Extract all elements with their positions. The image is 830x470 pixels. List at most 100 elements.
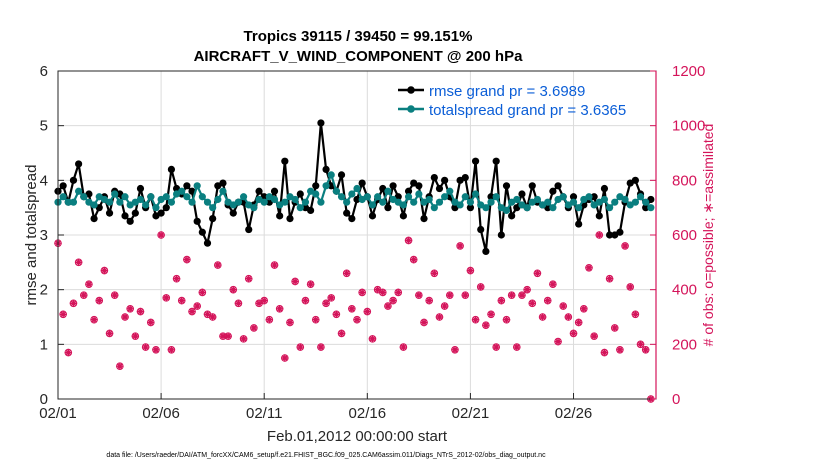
totalspread-point xyxy=(337,193,346,201)
rmse-point xyxy=(343,209,351,217)
obs-assimilated-marker xyxy=(518,291,526,299)
y-tick-label: 3 xyxy=(40,227,48,244)
totalspread-point xyxy=(121,193,129,201)
totalspread-point xyxy=(631,198,639,206)
y-tick-label: 2 xyxy=(40,282,48,299)
rmse-point xyxy=(441,176,449,184)
totalspread-point xyxy=(270,195,279,204)
totalspread-point xyxy=(178,187,186,195)
obs-assimilated-marker xyxy=(317,343,325,351)
rmse-point xyxy=(126,217,134,225)
rmse-point xyxy=(105,209,114,217)
totalspread-point xyxy=(327,171,335,179)
totalspread-point xyxy=(80,193,88,201)
obs-assimilated-marker xyxy=(528,299,536,307)
obs-assimilated-marker xyxy=(374,286,382,294)
obs-assimilated-marker xyxy=(441,302,449,310)
totalspread-point xyxy=(348,190,356,198)
rmse-point xyxy=(307,206,315,214)
obs-assimilated-marker xyxy=(136,307,145,316)
obs-assimilated-marker xyxy=(626,283,634,291)
obs-assimilated-marker xyxy=(167,346,176,354)
totalspread-point xyxy=(343,198,351,206)
rmse-point xyxy=(575,220,583,228)
totalspread-point xyxy=(513,195,521,204)
obs-assimilated-marker xyxy=(286,318,294,327)
obs-assimilated-marker xyxy=(126,305,134,313)
obs-assimilated-marker xyxy=(404,236,413,245)
totalspread-point xyxy=(250,204,258,212)
obs-assimilated-marker xyxy=(142,343,150,351)
rmse-point xyxy=(59,182,67,190)
totalspread-point xyxy=(203,198,212,206)
obs-assimilated-marker xyxy=(64,348,72,357)
obs-assimilated-marker xyxy=(435,313,444,321)
obs-assimilated-marker xyxy=(595,231,603,239)
obs-assimilated-marker xyxy=(616,346,624,354)
obs-assimilated-marker xyxy=(198,288,206,296)
totalspread-point xyxy=(116,198,124,206)
rmse-point xyxy=(353,195,361,204)
rmse-point xyxy=(322,165,330,173)
obs-assimilated-marker xyxy=(399,343,407,351)
totalspread-point xyxy=(600,195,609,204)
obs-assimilated-marker xyxy=(487,310,495,318)
rmse-point xyxy=(198,228,206,236)
obs-assimilated-marker xyxy=(322,299,330,307)
obs-assimilated-marker xyxy=(105,329,114,337)
totalspread-point xyxy=(466,198,475,206)
obs-assimilated-marker xyxy=(224,332,232,340)
totalspread-point xyxy=(636,193,645,201)
totalspread-point xyxy=(446,187,454,195)
rmse-point xyxy=(358,179,366,187)
rmse-point xyxy=(183,182,191,190)
rmse-point xyxy=(286,215,294,223)
obs-assimilated-marker xyxy=(415,291,423,299)
obs-assimilated-marker xyxy=(239,335,248,343)
totalspread-point xyxy=(90,201,98,209)
obs-assimilated-marker xyxy=(544,297,552,305)
totalspread-point xyxy=(384,187,392,195)
obs-assimilated-marker xyxy=(121,313,129,321)
totalspread-point xyxy=(410,198,418,206)
obs-assimilated-marker xyxy=(621,242,629,250)
y-tick-label: 1 xyxy=(40,336,48,353)
x-tick-label: 02/11 xyxy=(246,405,282,422)
rmse-point xyxy=(420,215,428,223)
totalspread-point xyxy=(214,195,222,204)
obs-assimilated-marker xyxy=(255,299,263,307)
totalspread-point xyxy=(59,193,67,201)
totalspread-point xyxy=(430,204,438,212)
obs-assimilated-marker xyxy=(425,297,433,305)
obs-assimilated-marker xyxy=(631,310,639,318)
totalspread-point xyxy=(611,198,619,206)
y-axis-left: 0 1 2 3 4 5 6 xyxy=(40,63,64,408)
totalspread-point xyxy=(198,193,206,201)
rmse-point xyxy=(430,174,438,182)
rmse-point xyxy=(497,231,505,239)
obs-assimilated-marker xyxy=(332,310,340,318)
obs-assimilated-marker xyxy=(363,307,371,316)
rmse-point xyxy=(276,212,284,220)
obs-assimilated-marker xyxy=(265,316,273,324)
totalspread-point xyxy=(415,190,423,198)
obs-assimilated-marker xyxy=(451,346,459,354)
legend-spread-marker xyxy=(407,105,415,113)
totalspread-point xyxy=(75,187,83,195)
legend-rmse-label: rmse grand pr = 3.6989 xyxy=(429,83,585,100)
obs-assimilated-marker xyxy=(575,318,583,327)
rmse-point xyxy=(348,215,356,223)
obs-assimilated-marker xyxy=(533,269,542,277)
rmse-point xyxy=(131,209,139,217)
obs-assimilated-marker xyxy=(523,286,531,294)
totalspread-point xyxy=(379,198,387,206)
y-tick-label: 5 xyxy=(40,118,48,135)
rmse-point xyxy=(528,182,536,190)
y-axis-right: 0 200 400 600 800 1000 1200 xyxy=(650,63,705,408)
rmse-point xyxy=(389,182,397,190)
totalspread-point xyxy=(219,187,227,195)
obs-assimilated-marker xyxy=(172,275,181,283)
obs-assimilated-marker xyxy=(559,302,567,310)
y-tick-label: 6 xyxy=(40,63,48,80)
totalspread-point xyxy=(209,204,217,212)
